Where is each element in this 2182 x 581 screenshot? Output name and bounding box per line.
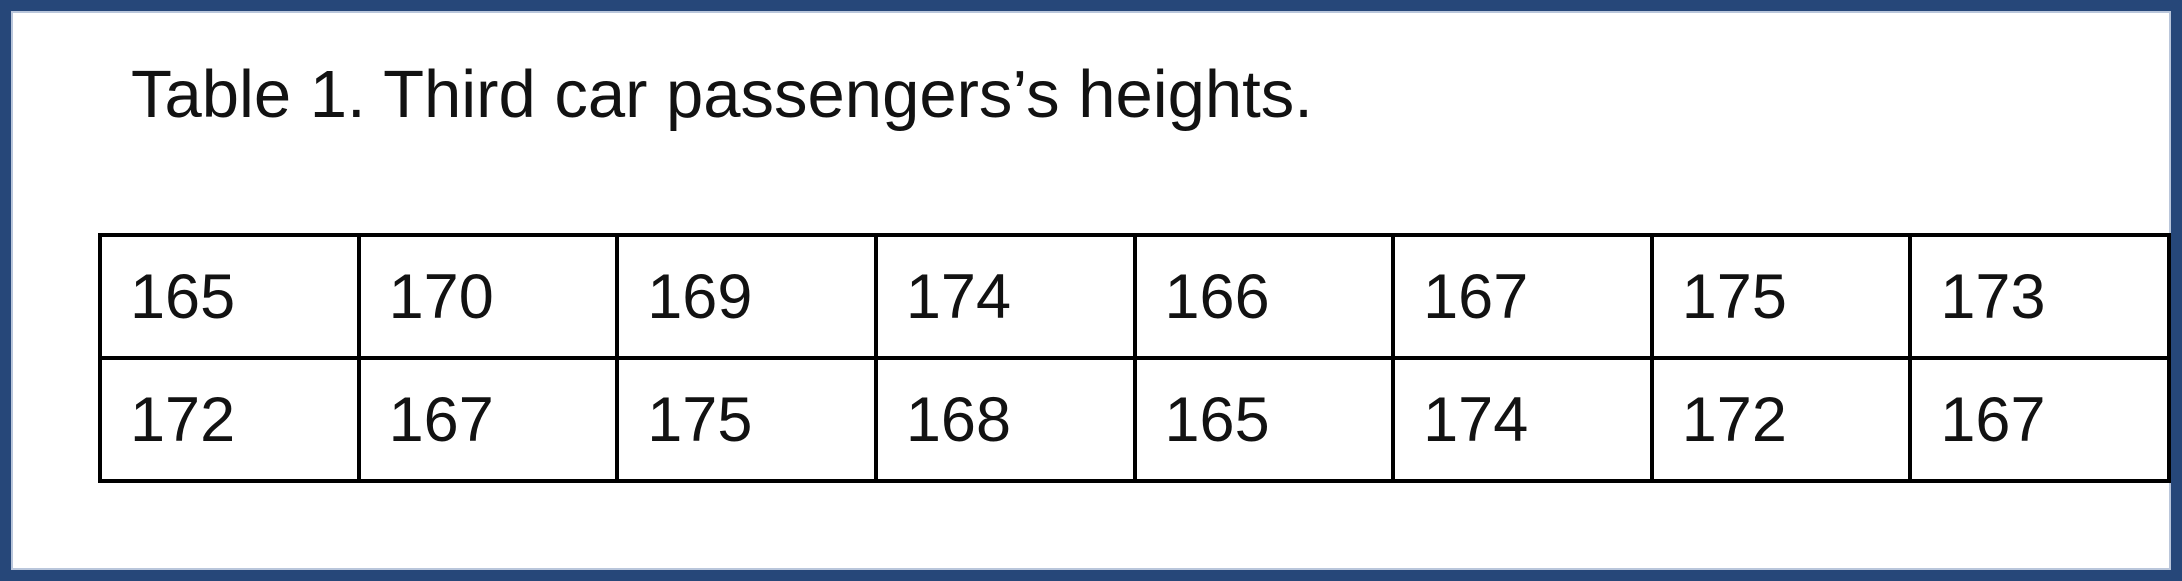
table-cell: 169 (615, 233, 878, 360)
table-cell: 165 (1132, 356, 1396, 483)
table-cell: 175 (1649, 233, 1913, 360)
table-row-1: 165 170 169 174 166 167 175 173 (98, 233, 2171, 360)
table-cell: 174 (873, 233, 1137, 360)
table-cell: 166 (1132, 233, 1396, 360)
table-cell: 165 (98, 233, 361, 360)
table-caption: Table 1. Third car passengers’s heights. (131, 57, 1313, 132)
table-cell: 168 (873, 356, 1137, 483)
table-cell: 170 (356, 233, 620, 360)
table-cell: 173 (1908, 233, 2171, 360)
table-cell: 172 (98, 356, 361, 483)
table-cell: 167 (1908, 356, 2171, 483)
table-cell: 174 (1391, 356, 1654, 483)
heights-table-body: 165 170 169 174 166 167 175 173 172 167 … (98, 233, 2171, 483)
heights-table: 165 170 169 174 166 167 175 173 172 167 … (98, 233, 2171, 483)
table-cell: 167 (356, 356, 620, 483)
table-row-2: 172 167 175 168 165 174 172 167 (98, 356, 2171, 483)
table-cell: 172 (1649, 356, 1913, 483)
table-cell: 175 (615, 356, 878, 483)
table-cell: 167 (1391, 233, 1654, 360)
